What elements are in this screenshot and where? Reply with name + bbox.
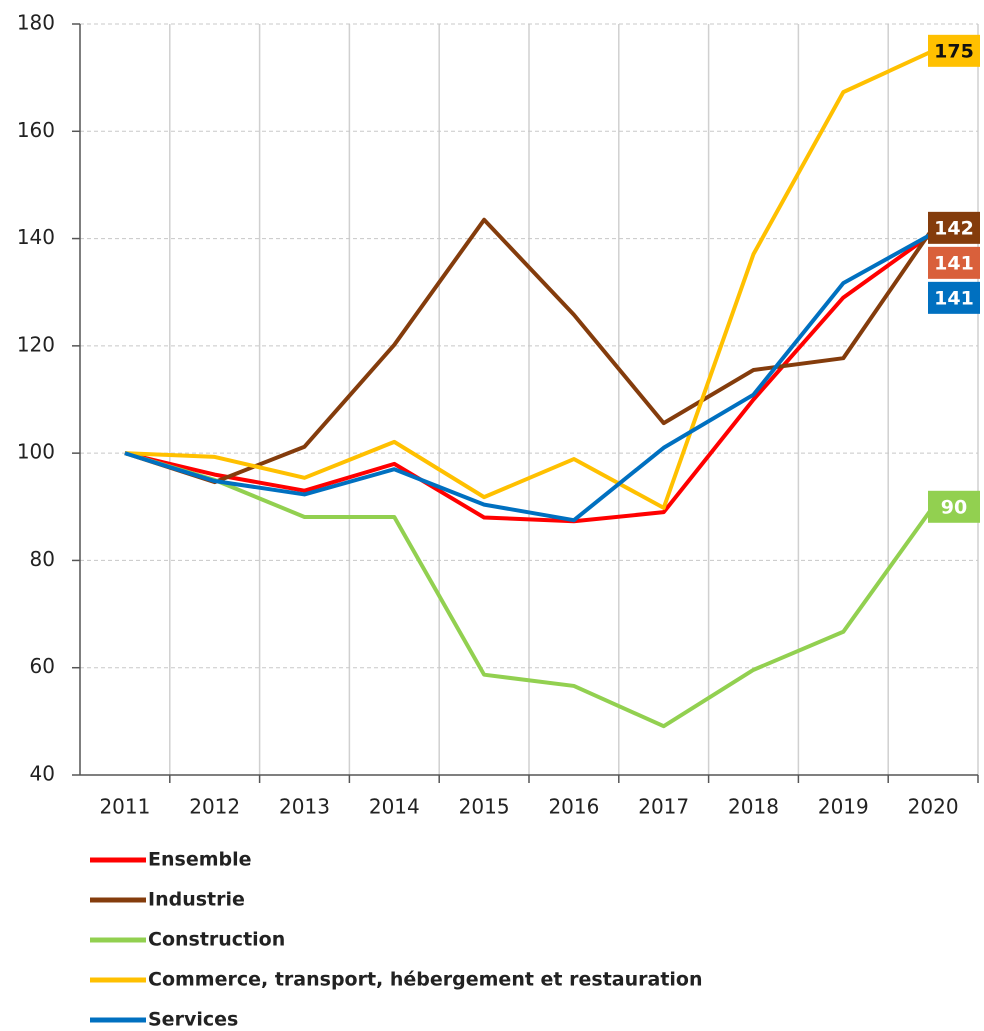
y-tick-label: 180: [17, 11, 55, 35]
x-tick-label: 2013: [279, 795, 330, 819]
y-tick-label: 120: [17, 332, 55, 356]
x-tick-label: 2012: [189, 795, 240, 819]
value-label-box: [928, 490, 980, 523]
x-tick-label: 2016: [548, 795, 599, 819]
value-label: 175: [934, 40, 974, 62]
value-label: 90: [941, 496, 967, 518]
legend-label: Construction: [148, 929, 285, 951]
value-label-box: [928, 246, 980, 279]
y-tick-label: 100: [17, 440, 55, 464]
y-tick-label: 60: [30, 654, 55, 678]
value-label-box: [928, 281, 980, 314]
legend-label: Ensemble: [148, 849, 252, 871]
series-line: [124, 451, 935, 729]
x-tick-label: 2019: [818, 795, 869, 819]
series-line: [124, 231, 935, 523]
legend-label: Services: [148, 1009, 238, 1031]
series-line: [124, 217, 935, 485]
y-tick-label: 40: [30, 762, 55, 786]
y-tick-label: 140: [17, 225, 55, 249]
value-label-box: [928, 211, 980, 244]
value-label: 141: [934, 252, 974, 274]
x-tick-label: 2017: [638, 795, 689, 819]
x-tick-label: 2018: [728, 795, 779, 819]
value-label-box: [928, 34, 980, 67]
legend-label: Commerce, transport, hébergement et rest…: [148, 969, 703, 991]
x-tick-label: 2014: [369, 795, 420, 819]
x-tick-label: 2015: [459, 795, 510, 819]
series-line: [124, 49, 934, 510]
x-tick-label: 2020: [908, 795, 959, 819]
series-line: [124, 231, 935, 524]
y-tick-label: 80: [30, 547, 55, 571]
legend-label: Industrie: [148, 889, 245, 911]
x-tick-label: 2011: [99, 795, 150, 819]
value-label: 141: [934, 287, 974, 309]
value-label: 142: [934, 217, 974, 239]
y-tick-label: 160: [17, 118, 55, 142]
